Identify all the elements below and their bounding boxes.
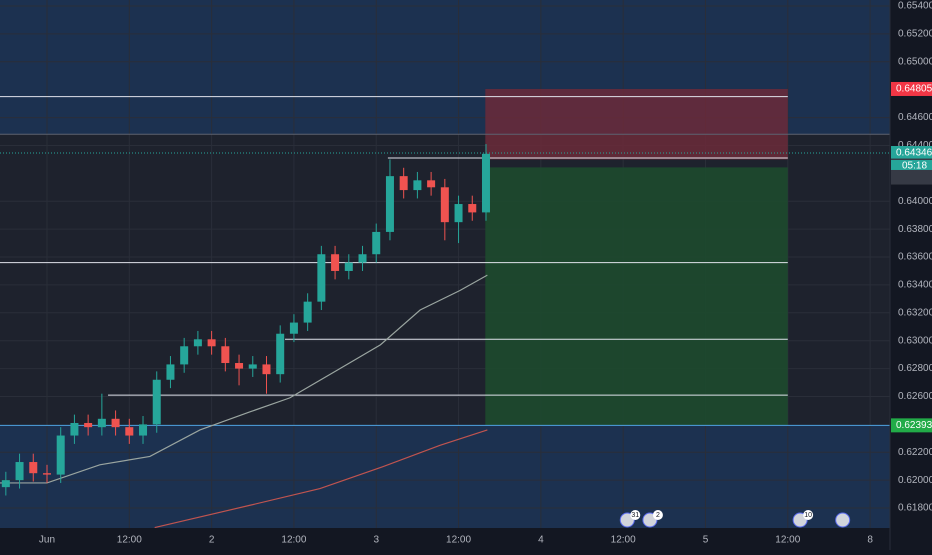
y-tick-label: 0.63000 (898, 335, 932, 346)
candle-body (139, 424, 148, 436)
event-count: 2 (656, 512, 660, 519)
candle-body (331, 254, 340, 271)
candle-body (454, 204, 463, 223)
candle-body (193, 339, 202, 347)
candle-body (15, 462, 24, 481)
y-tick-label: 0.64600 (898, 112, 932, 123)
x-tick-label: 12:00 (117, 535, 142, 546)
price-label: 0.62393 (896, 420, 932, 431)
candle-body (385, 176, 394, 232)
y-tick-label: 0.62200 (898, 447, 932, 458)
y-tick-label: 0.62000 (898, 475, 932, 486)
y-tick-label: 0.63800 (898, 224, 932, 235)
x-tick-label: Jun (39, 535, 55, 546)
candle-body (70, 422, 79, 436)
candle-body (42, 473, 51, 475)
price-label: 0.64805 (896, 84, 932, 95)
candle-body (207, 339, 216, 347)
x-tick-label: 3 (373, 535, 379, 546)
countdown: 05:18 (902, 161, 927, 172)
candle-body (317, 254, 326, 302)
y-tick-label: 0.62800 (898, 363, 932, 374)
candle-body (56, 435, 65, 475)
moving-average (154, 429, 488, 529)
candle-body (235, 363, 244, 369)
y-tick-label: 0.62600 (898, 391, 932, 402)
price-label: 0.64346 (896, 148, 932, 159)
x-tick-label: 5 (703, 535, 709, 546)
x-tick-label: 2 (209, 535, 215, 546)
event-count: 31 (631, 512, 639, 519)
candle-body (440, 187, 449, 223)
candle-body (221, 346, 230, 364)
candle-body (468, 204, 477, 213)
event-badge (630, 510, 641, 520)
y-tick-label: 0.65000 (898, 56, 932, 67)
candle-body (358, 254, 367, 263)
candle-body (97, 418, 106, 428)
candle-body (276, 333, 285, 375)
y-tick-label: 0.64000 (898, 196, 932, 207)
y-tick-label: 0.65200 (898, 29, 932, 40)
candle-body (29, 462, 38, 474)
x-tick-label: 12:00 (611, 535, 636, 546)
candle-body (344, 262, 353, 271)
x-tick-label: 4 (538, 535, 544, 546)
time-axis (0, 528, 890, 550)
candle-body (152, 379, 161, 425)
event-badge (652, 510, 663, 520)
x-tick-label: 12:00 (775, 535, 800, 546)
candle-body (399, 176, 408, 191)
event-badge (803, 510, 814, 520)
countdown-bg (891, 159, 932, 170)
candle-body (481, 153, 490, 213)
y-tick-label: 0.64400 (898, 140, 932, 151)
y-tick-label: 0.63200 (898, 307, 932, 318)
candle-body (1, 480, 10, 488)
event-marker (835, 512, 851, 528)
candle-body (180, 346, 189, 365)
x-tick-label: 8 (867, 535, 873, 546)
moving-average (0, 274, 488, 484)
price-label-bg (891, 81, 932, 96)
candle-body (372, 231, 381, 255)
target-zone (485, 167, 788, 426)
y-tick-label: 0.61800 (898, 503, 932, 514)
candle-body (303, 301, 312, 323)
x-tick-label: 12:00 (446, 535, 471, 546)
candle-body (262, 364, 271, 375)
zone (0, 425, 890, 528)
price-label-bg (891, 145, 932, 160)
candle-body (248, 364, 257, 369)
y-tick-label: 0.63600 (898, 252, 932, 263)
y-tick-label: 0.63400 (898, 280, 932, 291)
candle-body (413, 180, 422, 191)
candle-body (289, 322, 298, 334)
price-label-bg (891, 418, 932, 433)
candle-body (427, 180, 436, 188)
x-tick-label: 12:00 (281, 535, 306, 546)
candle-body (84, 422, 93, 428)
y-tick-label: 0.65400 (898, 1, 932, 12)
event-count: 10 (804, 512, 812, 519)
stop-zone (485, 88, 788, 160)
candle-body (111, 418, 120, 428)
candle-body (166, 364, 175, 380)
candle-body (125, 427, 134, 436)
